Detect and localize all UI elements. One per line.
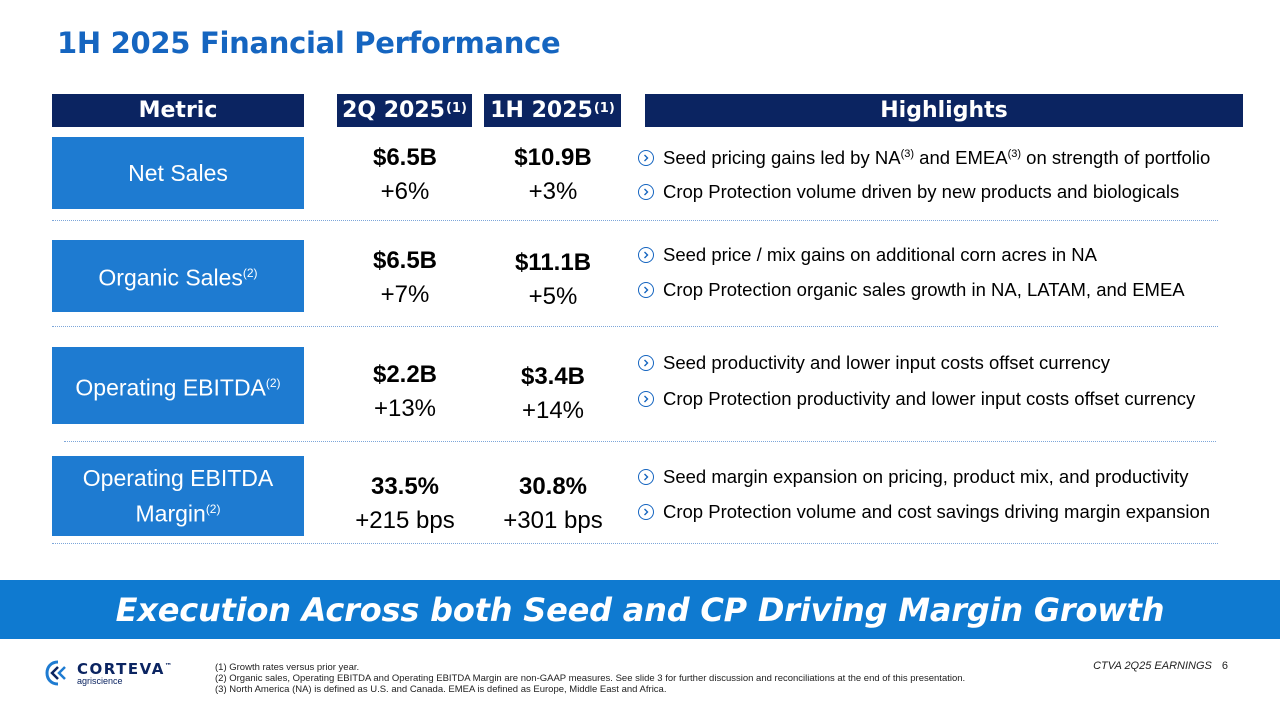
header-highlights: Highlights [645,94,1243,127]
operating-ebitda-2q: $2.2B +13% [372,361,438,422]
metric-operating-ebitda: Operating EBITDA(2) [52,347,304,424]
highlight-item: Crop Protection volume and cost savings … [638,501,1210,523]
organic-sales-1h: $11.1B +5% [514,249,592,310]
net-sales-2q: $6.5B +6% [372,144,438,205]
footer-label: CTVA 2Q25 EARNINGS 6 [1093,660,1228,672]
ebitda-margin-1h: 30.8% +301 bps [503,473,603,534]
page-title: 1H 2025 Financial Performance [57,26,561,60]
row-divider [52,543,1218,544]
highlight-item: Crop Protection organic sales growth in … [638,279,1185,301]
summary-banner: Execution Across both Seed and CP Drivin… [0,580,1280,639]
highlight-item: Seed margin expansion on pricing, produc… [638,466,1188,488]
row-divider [64,441,1216,442]
highlight-item: Seed price / mix gains on additional cor… [638,244,1097,266]
highlight-item: Seed pricing gains led by NA(3) and EMEA… [638,147,1210,169]
chevron-right-circle-icon [638,391,654,407]
chevron-right-circle-icon [638,150,654,166]
corteva-logo: CORTEVA™ agriscience [45,660,173,686]
page-number: 6 [1221,660,1228,672]
metric-operating-ebitda-margin: Operating EBITDA Margin(2) [52,456,304,536]
metric-organic-sales: Organic Sales(2) [52,240,304,312]
highlight-item: Crop Protection volume driven by new pro… [638,181,1179,203]
corteva-leaf-icon [45,660,66,686]
header-1h2025: 1H 2025 (1) [484,94,621,127]
chevron-right-circle-icon [638,184,654,200]
row-divider [52,326,1218,327]
ebitda-margin-2q: 33.5% +215 bps [355,473,455,534]
header-2q2025: 2Q 2025 (1) [337,94,472,127]
chevron-right-circle-icon [638,469,654,485]
chevron-right-circle-icon [638,247,654,263]
highlight-item: Crop Protection productivity and lower i… [638,388,1195,410]
operating-ebitda-1h: $3.4B +14% [520,363,586,424]
organic-sales-2q: $6.5B +7% [372,247,438,308]
highlight-item: Seed productivity and lower input costs … [638,352,1110,374]
chevron-right-circle-icon [638,504,654,520]
metric-net-sales: Net Sales [52,137,304,209]
footnotes: (1) Growth rates versus prior year. (2) … [215,662,966,695]
chevron-right-circle-icon [638,355,654,371]
net-sales-1h: $10.9B +3% [514,144,592,205]
row-divider [52,220,1218,221]
chevron-right-circle-icon [638,282,654,298]
header-metric: Metric [52,94,304,127]
